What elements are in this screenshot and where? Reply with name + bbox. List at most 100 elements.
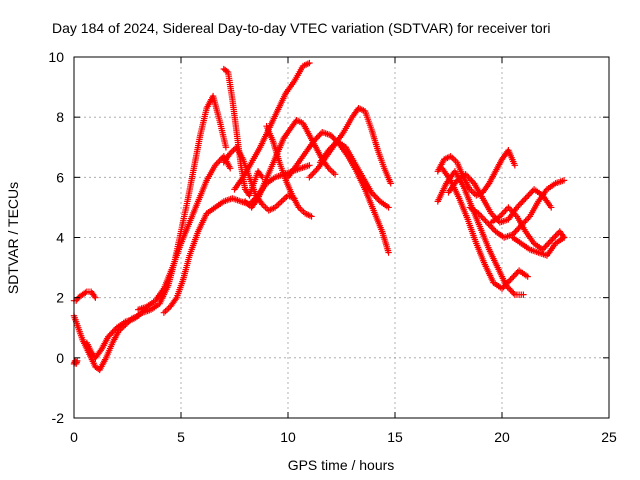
data-point (434, 168, 441, 175)
data-point (438, 165, 446, 172)
data-point (203, 104, 210, 112)
data-point (87, 348, 95, 356)
data-point (515, 267, 523, 274)
data-point (524, 273, 531, 280)
data-point (473, 240, 480, 247)
data-point (316, 159, 324, 166)
data-point (466, 186, 474, 193)
data-point (242, 198, 249, 205)
y-axis-title: SDTVAR / TECUs (5, 182, 21, 294)
data-point (447, 177, 454, 184)
data-point (306, 174, 313, 181)
data-point (299, 62, 307, 70)
data-point (203, 177, 210, 184)
data-point (552, 180, 559, 187)
data-point (485, 180, 493, 187)
data-point (312, 144, 320, 151)
data-point (209, 92, 217, 100)
data-point (387, 180, 394, 187)
series-track-fill (136, 154, 233, 313)
data-point (526, 246, 534, 253)
data-point (267, 165, 275, 172)
data-point (179, 276, 187, 283)
data-point (276, 159, 283, 166)
data-point (122, 318, 129, 325)
data-point (301, 150, 309, 157)
data-point (376, 198, 384, 205)
data-point (535, 198, 542, 205)
data-point (509, 234, 516, 241)
data-point (505, 147, 512, 154)
series-satellite-track-n (316, 138, 392, 211)
marker-layer (70, 59, 568, 374)
series-satellite-track-s (466, 177, 568, 241)
data-point (361, 186, 369, 193)
data-point (220, 65, 227, 73)
data-point (160, 309, 168, 316)
data-point (511, 162, 519, 169)
data-point (173, 294, 180, 301)
data-point (278, 198, 285, 205)
data-point (109, 339, 116, 346)
data-point (492, 228, 499, 235)
x-tick-label: 15 (387, 429, 403, 445)
data-point (325, 147, 332, 154)
data-point (98, 345, 106, 353)
series-satellite-track-q (438, 165, 531, 292)
data-point (289, 192, 296, 199)
data-point (246, 174, 253, 181)
data-point (488, 219, 495, 226)
data-point (485, 246, 493, 253)
data-point (349, 113, 356, 121)
series-track-fill (468, 177, 566, 241)
data-point (231, 186, 238, 193)
data-point (246, 192, 253, 199)
y-tick-label: 2 (56, 290, 64, 306)
data-point (488, 210, 495, 217)
data-point (130, 315, 138, 322)
data-point (248, 159, 255, 166)
data-point (259, 201, 266, 208)
data-point (147, 306, 155, 313)
data-point (473, 192, 480, 199)
data-point (490, 279, 497, 286)
tick-layer: 0 5 10 15 20 25 -2 0 2 4 6 8 10 (48, 49, 617, 445)
data-point (548, 237, 555, 244)
data-point (306, 132, 313, 139)
data-point (340, 129, 347, 136)
data-point (224, 68, 232, 76)
data-point (325, 165, 332, 172)
data-point (310, 138, 317, 145)
data-point (239, 156, 247, 163)
data-point (263, 122, 270, 130)
data-point (227, 165, 234, 172)
data-point (351, 159, 358, 166)
data-point (464, 216, 471, 223)
data-point (543, 252, 551, 259)
data-point (79, 336, 86, 343)
y-tick-label: 4 (56, 230, 64, 246)
series-track-fill (489, 205, 567, 252)
data-point (177, 240, 185, 247)
data-point (475, 210, 482, 217)
data-point (434, 198, 441, 205)
data-point (334, 138, 341, 145)
data-point (220, 159, 227, 166)
data-point (381, 165, 388, 172)
data-point (496, 219, 504, 226)
data-point (306, 162, 313, 169)
data-point (96, 366, 103, 374)
data-point (556, 228, 563, 235)
data-point (194, 198, 202, 205)
data-point (314, 165, 322, 172)
data-point (212, 204, 219, 211)
data-point (113, 324, 120, 331)
series-track-fill (318, 139, 391, 210)
data-point (327, 132, 334, 139)
data-point (368, 189, 375, 196)
y-tick-label: -2 (52, 410, 65, 426)
series-track-fill (511, 235, 566, 259)
x-tick-label: 25 (601, 429, 617, 445)
data-point (256, 144, 264, 151)
data-point (511, 291, 519, 298)
